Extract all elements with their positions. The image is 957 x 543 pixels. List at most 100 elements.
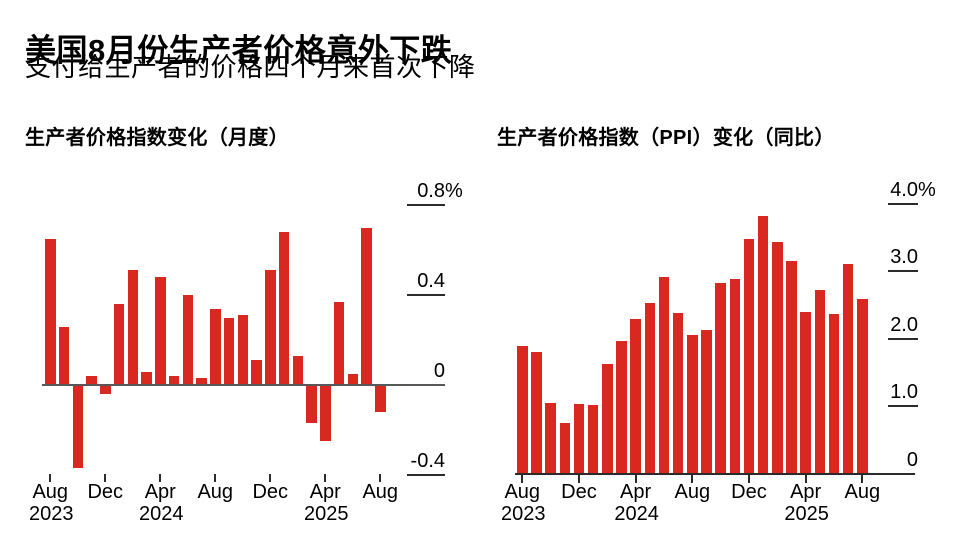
percent-sign: % — [918, 178, 936, 201]
report-subtitle: 支付给生产者的价格四个月来首次下降 — [25, 52, 476, 82]
chart-yoy-ppi: 生产者价格指数（PPI）变化（同比） 4.0% 3.0 2.0 1.0 0 Aug 2023… — [490, 120, 957, 540]
x-year-label: 2024 — [614, 503, 659, 525]
chart-monthly-title: 生产者价格指数变化（月度） — [25, 127, 289, 149]
baseline — [515, 473, 915, 475]
x-tick-label: Apr — [144, 481, 176, 503]
bar — [155, 277, 166, 385]
y-axis-label: 0.4 — [417, 270, 445, 292]
x-tick — [521, 475, 524, 483]
chart-monthly-ppi: 生产者价格指数变化（月度） 0.8% 0.4 0 -0.4 Aug 2023 Dec Apr 2… — [20, 120, 490, 540]
bar — [573, 403, 585, 474]
y-tick — [888, 270, 918, 273]
x-tick — [747, 475, 750, 483]
y-tick — [888, 202, 918, 205]
x-tick — [861, 475, 864, 483]
bar — [45, 238, 56, 385]
bar — [168, 376, 180, 385]
bar — [58, 326, 70, 385]
bar — [672, 313, 684, 474]
y-axis-label: 1.0 — [890, 381, 918, 404]
x-tick-label: Aug — [674, 481, 711, 503]
bar — [559, 423, 570, 474]
x-tick-label: Dec — [731, 481, 767, 503]
x-tick — [214, 474, 217, 482]
y-axis-label: 3.0 — [890, 246, 918, 269]
x-tick-label: Apr — [790, 481, 822, 503]
y-axis-label: 4.0% — [890, 178, 936, 201]
bar — [616, 340, 627, 474]
y-axis-label: 0 — [906, 449, 918, 471]
x-tick-label: Dec — [252, 481, 289, 503]
bar — [828, 314, 840, 474]
x-tick-label: Dec — [87, 481, 124, 503]
y-axis-label: 2.0 — [890, 313, 918, 336]
bar — [100, 385, 111, 394]
bar — [658, 277, 670, 474]
x-year-label: 2023 — [501, 503, 546, 525]
x-tick-label: Aug — [362, 481, 399, 503]
bar — [644, 302, 656, 474]
y-tick — [888, 405, 918, 408]
x-tick — [324, 474, 327, 482]
bar — [517, 346, 528, 474]
x-tick-label: Dec — [561, 481, 597, 503]
bar — [141, 371, 152, 385]
bar — [630, 319, 641, 474]
bar — [729, 278, 741, 474]
baseline — [42, 384, 445, 386]
bar — [715, 282, 726, 474]
bar — [72, 385, 83, 469]
bar — [375, 385, 386, 412]
x-tick — [159, 474, 162, 482]
chart-yoy-title: 生产者价格指数（PPI）变化（同比） — [497, 127, 835, 149]
x-tick-label: Aug — [197, 481, 234, 503]
x-year-label: 2024 — [139, 503, 184, 525]
y-tick — [407, 204, 445, 206]
x-tick-label: Aug — [504, 481, 541, 503]
bar — [237, 315, 248, 385]
x-tick — [49, 474, 52, 482]
percent-sign: % — [445, 180, 463, 202]
x-tick — [577, 475, 580, 483]
bar — [333, 301, 345, 385]
bar — [306, 385, 317, 424]
y-tick — [407, 474, 445, 476]
y-axis-label: 0 — [433, 360, 445, 382]
x-tick — [634, 475, 637, 483]
bar — [772, 242, 783, 474]
bar — [265, 270, 276, 385]
bar — [531, 352, 542, 474]
y-axis-label: -0.4 — [410, 450, 445, 472]
x-tick-label: Aug — [844, 481, 881, 503]
x-year-label: 2025 — [784, 503, 829, 525]
bar — [814, 290, 826, 474]
bar — [857, 298, 868, 474]
bar — [292, 355, 303, 385]
x-tick — [691, 475, 694, 483]
bar — [210, 308, 221, 385]
bar — [251, 360, 262, 385]
plot-area-yoy: 4.0% 3.0 2.0 1.0 0 Aug 2023 Dec Apr 2024 Aug Dec Apr… — [490, 120, 957, 540]
x-tick-label: Aug — [32, 481, 69, 503]
bar — [545, 403, 556, 474]
bar — [800, 312, 811, 474]
bar — [587, 405, 599, 474]
bar — [757, 216, 769, 474]
bar — [182, 295, 193, 385]
x-year-label: 2025 — [304, 503, 349, 525]
bar — [278, 232, 290, 385]
plot-area-monthly: 0.8% 0.4 0 -0.4 Aug 2023 Dec Apr 2024 Aug Dec Apr 20… — [20, 120, 490, 540]
bar — [347, 373, 358, 385]
bar — [223, 317, 235, 385]
bar — [687, 335, 698, 474]
x-tick-label: Apr — [309, 481, 341, 503]
x-tick — [804, 475, 807, 483]
bar — [320, 385, 331, 442]
bar — [113, 304, 125, 385]
bar — [842, 263, 854, 474]
y-tick — [888, 337, 918, 340]
bar — [743, 238, 755, 474]
bar — [86, 376, 97, 385]
bar — [701, 330, 712, 474]
